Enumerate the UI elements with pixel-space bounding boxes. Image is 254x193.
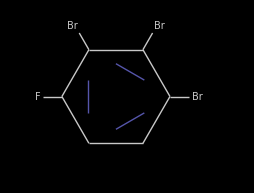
Text: Br: Br: [153, 21, 164, 31]
Text: Br: Br: [191, 91, 201, 102]
Text: F: F: [35, 91, 40, 102]
Text: Br: Br: [67, 21, 78, 31]
